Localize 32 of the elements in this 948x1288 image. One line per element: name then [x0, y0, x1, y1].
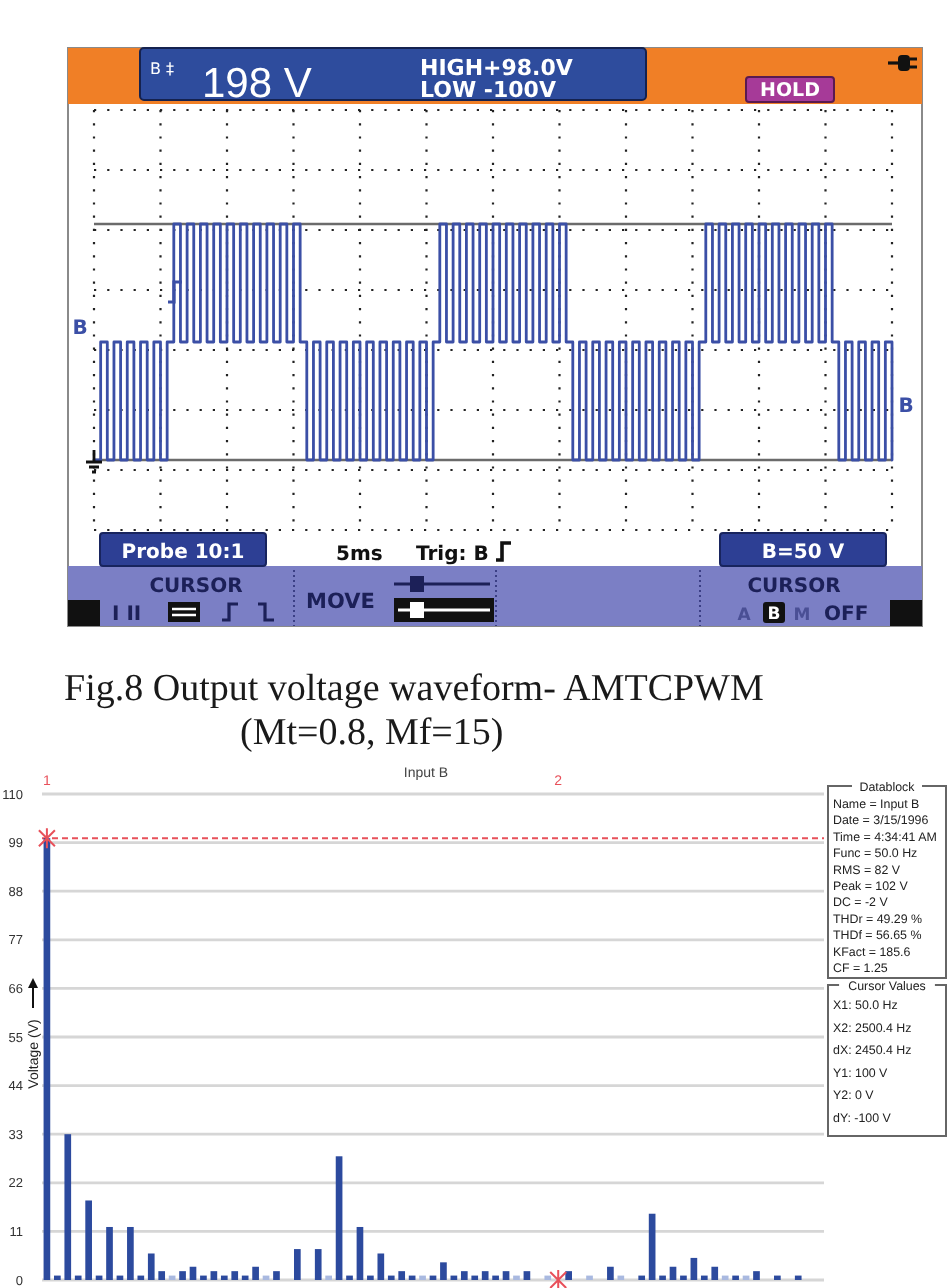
- text: B=50 V: [761, 542, 845, 564]
- text: B ‡: [150, 60, 175, 78]
- bar: [210, 1271, 218, 1280]
- bar: [179, 1271, 186, 1280]
- text: (Mt=0.8, Mf=15): [240, 712, 504, 754]
- bar: [335, 1156, 343, 1280]
- bar: [356, 1226, 364, 1280]
- text: LOW -100V: [420, 77, 557, 103]
- text: Probe 10:1: [121, 542, 245, 564]
- text: B: [898, 396, 914, 418]
- bar: [314, 1249, 322, 1280]
- bar: [607, 1266, 614, 1280]
- text: CURSOR: [149, 576, 244, 598]
- bar: [106, 1226, 113, 1280]
- bar: [294, 1249, 301, 1280]
- bar: [753, 1271, 760, 1280]
- text: Trig: B: [416, 544, 489, 566]
- text: MOVE: [306, 590, 375, 614]
- bar: [565, 1271, 572, 1280]
- text: HOLD: [760, 80, 821, 103]
- bar: [502, 1271, 510, 1280]
- text: OFF: [824, 604, 869, 626]
- text: CURSOR: [747, 576, 842, 598]
- text: Fig.8 Output voltage waveform- AMTCPWM: [64, 668, 764, 710]
- bar: [440, 1262, 447, 1280]
- text: 5ms: [336, 544, 383, 566]
- bar: [273, 1271, 280, 1280]
- text: B: [72, 318, 88, 340]
- bar: [523, 1271, 531, 1280]
- text: I II: [112, 604, 142, 626]
- text: HIGH+98.0V: [420, 55, 574, 81]
- text: 198 V: [202, 61, 312, 107]
